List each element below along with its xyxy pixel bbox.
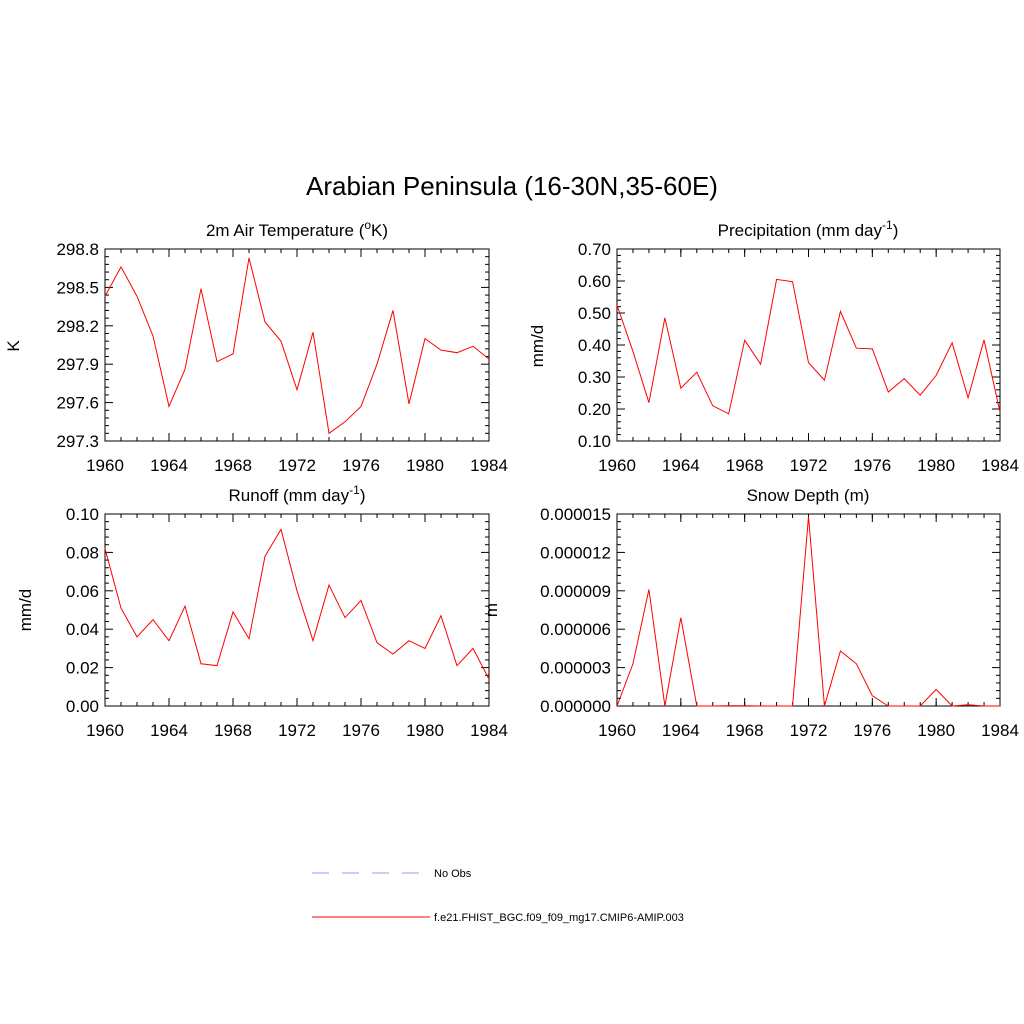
x-tick-label: 1972 — [790, 456, 828, 475]
x-tick-label: 1964 — [662, 456, 700, 475]
y-axis-label: K — [4, 340, 23, 352]
y-tick-label: 0.20 — [578, 400, 611, 419]
plot-frame — [104, 248, 490, 442]
y-tick-label: 298.8 — [56, 240, 99, 259]
y-tick-label: 0.60 — [578, 272, 611, 291]
x-tick-label: 1984 — [981, 456, 1019, 475]
y-tick-label: 297.9 — [56, 355, 99, 374]
x-tick-label: 1968 — [726, 456, 764, 475]
y-tick-label: 0.04 — [66, 620, 99, 639]
y-tick-label: 0.000000 — [540, 697, 611, 716]
x-tick-label: 1976 — [342, 721, 380, 740]
x-tick-label: 1964 — [662, 721, 700, 740]
x-tick-label: 1980 — [917, 456, 955, 475]
panel-runoff: Runoff (mm day-1) mm/d — [16, 483, 365, 631]
x-tick-label: 1964 — [150, 456, 188, 475]
x-tick-label: 1960 — [86, 456, 124, 475]
y-tick-label: 0.000003 — [540, 659, 611, 678]
x-tick-label: 1968 — [214, 456, 252, 475]
main-title: Arabian Peninsula (16-30N,35-60E) — [306, 171, 718, 201]
y-tick-label: 0.50 — [578, 304, 611, 323]
y-axis-label: mm/d — [16, 589, 35, 632]
panel-title: Snow Depth (m) — [747, 486, 870, 505]
x-tick-label: 1960 — [598, 721, 636, 740]
x-tick-label: 1960 — [86, 721, 124, 740]
legend: No Obs f.e21.FHIST_BGC.f09_f09_mg17.CMIP… — [312, 868, 684, 924]
panel-precipitation: Precipitation (mm day-1) mm/d — [528, 218, 898, 367]
legend-label-no-obs: No Obs — [434, 868, 472, 880]
x-tick-label: 1976 — [342, 456, 380, 475]
y-tick-label: 0.000009 — [540, 582, 611, 601]
plot-frame — [616, 513, 1001, 707]
x-tick-label: 1976 — [853, 721, 891, 740]
y-axis-label: m — [482, 603, 501, 617]
series-line — [104, 257, 490, 435]
y-tick-label: 0.40 — [578, 336, 611, 355]
x-tick-label: 1972 — [278, 456, 316, 475]
y-tick-label: 0.10 — [578, 432, 611, 451]
y-tick-label: 0.02 — [66, 659, 99, 678]
series-line — [616, 278, 1001, 415]
y-tick-label: 298.5 — [56, 278, 99, 297]
x-tick-label: 1972 — [790, 721, 828, 740]
y-tick-label: 0.30 — [578, 368, 611, 387]
y-tick-label: 298.2 — [56, 317, 99, 336]
y-tick-label: 297.6 — [56, 394, 99, 413]
y-tick-label: 0.000015 — [540, 505, 611, 524]
y-tick-label: 0.06 — [66, 582, 99, 601]
legend-label-model: f.e21.FHIST_BGC.f09_f09_mg17.CMIP6-AMIP.… — [434, 912, 684, 924]
panel-title: Precipitation (mm day-1) — [718, 218, 899, 240]
y-tick-label: 0.70 — [578, 240, 611, 259]
y-tick-label: 297.3 — [56, 432, 99, 451]
x-tick-label: 1984 — [470, 456, 508, 475]
x-tick-label: 1976 — [853, 456, 891, 475]
x-tick-label: 1984 — [981, 721, 1019, 740]
y-tick-label: 0.10 — [66, 505, 99, 524]
x-tick-label: 1960 — [598, 456, 636, 475]
y-tick-label: 0.00 — [66, 697, 99, 716]
y-tick-label: 0.000012 — [540, 543, 611, 562]
x-tick-label: 1980 — [917, 721, 955, 740]
panel-air-temperature: 2m Air Temperature (oK) K — [4, 218, 388, 352]
panel-title: Runoff (mm day-1) — [229, 483, 366, 505]
y-tick-label: 0.08 — [66, 543, 99, 562]
panel-title: 2m Air Temperature (oK) — [206, 218, 388, 240]
x-tick-label: 1968 — [214, 721, 252, 740]
x-tick-label: 1980 — [406, 721, 444, 740]
x-tick-label: 1972 — [278, 721, 316, 740]
x-tick-label: 1980 — [406, 456, 444, 475]
x-tick-label: 1984 — [470, 721, 508, 740]
series-line — [616, 516, 1000, 707]
plot-frame — [104, 513, 490, 707]
plot-frame — [616, 248, 1001, 442]
y-tick-label: 0.000006 — [540, 620, 611, 639]
x-tick-label: 1968 — [726, 721, 764, 740]
y-axis-label: mm/d — [528, 325, 547, 368]
series-line — [104, 528, 490, 680]
x-tick-label: 1964 — [150, 721, 188, 740]
